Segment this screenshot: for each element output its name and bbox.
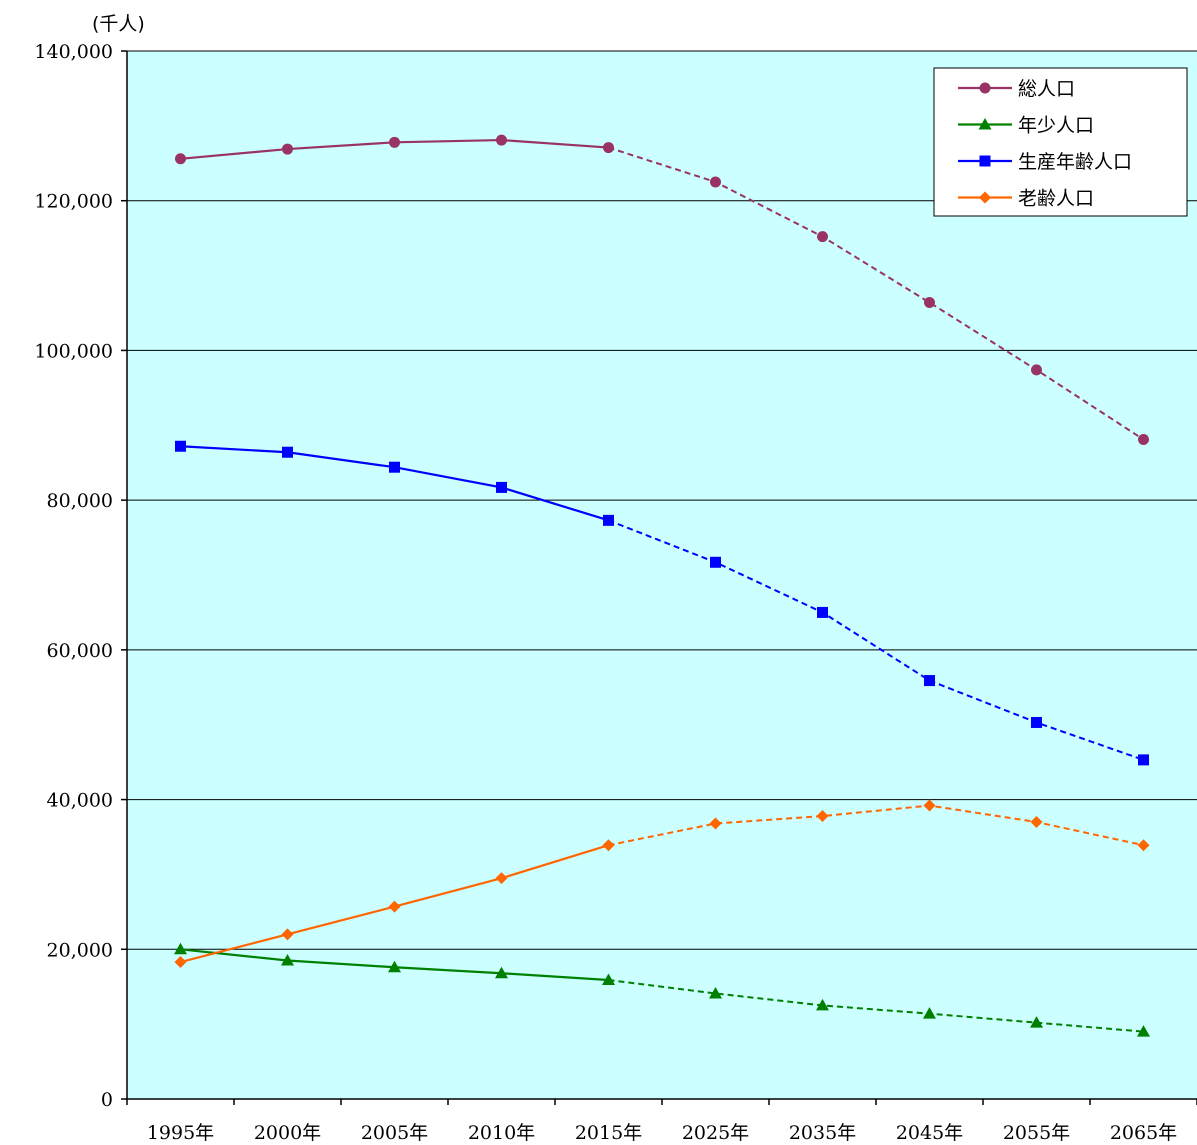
- data-point: [1031, 364, 1042, 376]
- data-point: [495, 872, 508, 885]
- data-point: [496, 134, 507, 146]
- data-point: [817, 231, 828, 243]
- y-tick-label: 40,000: [47, 790, 113, 812]
- y-tick-label: 140,000: [34, 41, 113, 63]
- plot-area: [127, 51, 1197, 1099]
- legend-marker: [979, 155, 991, 167]
- series-3: [175, 440, 1149, 766]
- y-tick-label: 0: [101, 1089, 113, 1111]
- data-point: [175, 153, 186, 165]
- legend-item: 老齢人口: [958, 188, 1094, 210]
- series-line-projected: [608, 146, 1145, 441]
- series-4: [174, 799, 1150, 969]
- series-line-projected: [608, 804, 1144, 847]
- x-tick-label: 2000年: [254, 1122, 321, 1144]
- y-tick-label: 60,000: [47, 640, 113, 662]
- x-tick-label: 2025年: [682, 1122, 749, 1144]
- data-point: [924, 675, 935, 687]
- series-1: [175, 134, 1149, 446]
- legend-marker: [979, 191, 991, 204]
- data-point: [1030, 1016, 1043, 1028]
- legend-item: 総人口: [958, 78, 1075, 100]
- data-point: [174, 942, 187, 955]
- data-point: [603, 514, 614, 526]
- data-point: [923, 799, 936, 812]
- data-point: [603, 142, 614, 154]
- y-tick-label: 100,000: [34, 340, 113, 362]
- data-point: [388, 960, 401, 973]
- data-point: [1138, 434, 1149, 446]
- x-tick-label: 2015年: [575, 1122, 642, 1144]
- legend-box: [933, 67, 1188, 217]
- data-point: [602, 973, 615, 985]
- data-point: [174, 956, 187, 969]
- data-point: [389, 461, 400, 473]
- data-point: [710, 176, 721, 188]
- data-point: [602, 839, 615, 852]
- data-point: [1137, 839, 1150, 852]
- data-point: [924, 297, 935, 309]
- x-tick-label: 2035年: [789, 1122, 856, 1144]
- y-axis-unit-label: (千人): [92, 13, 145, 35]
- data-point: [816, 998, 829, 1011]
- legend-label: 生産年齢人口: [1018, 151, 1132, 173]
- data-point: [388, 900, 401, 913]
- data-point: [923, 1007, 936, 1019]
- data-point: [282, 143, 293, 155]
- x-tick-label: 1995年: [147, 1122, 214, 1144]
- y-axis-ticks: 0 20,000 40,000 60,000 80,000 100,000 120,000 1…: [34, 41, 127, 1111]
- y-tick-label: 80,000: [47, 490, 113, 512]
- legend-label: 年少人口: [1018, 115, 1094, 137]
- data-point: [1137, 1025, 1150, 1037]
- y-tick-label: 20,000: [47, 939, 113, 961]
- data-point: [1030, 816, 1043, 829]
- data-point: [1031, 716, 1042, 728]
- x-tick-label: 2010年: [468, 1122, 535, 1144]
- x-tick-label: 2065年: [1110, 1122, 1177, 1144]
- data-point: [496, 481, 507, 493]
- x-tick-label: 2045年: [896, 1122, 963, 1144]
- data-point: [389, 136, 400, 148]
- x-tick-label: 2055年: [1003, 1122, 1070, 1144]
- data-point: [816, 810, 829, 823]
- x-tick-label: 2005年: [361, 1122, 428, 1144]
- series-group: [174, 134, 1150, 1037]
- series-2: [174, 942, 1150, 1037]
- data-point: [817, 606, 828, 618]
- data-point: [282, 446, 293, 458]
- legend-label: 総人口: [1018, 78, 1075, 100]
- legend-label: 老齢人口: [1018, 188, 1094, 210]
- data-point: [710, 556, 721, 568]
- series-line-projected: [608, 519, 1144, 761]
- legend-item: 年少人口: [958, 115, 1094, 137]
- data-point: [709, 986, 722, 999]
- legend-marker: [978, 118, 992, 130]
- data-point: [1138, 754, 1149, 766]
- data-point: [175, 440, 186, 452]
- legend-marker: [979, 82, 991, 94]
- data-point: [281, 954, 294, 966]
- x-axis-ticks: 1995年 2000年 2005年 2010年 2015年 2025年 2035年 2045年…: [126, 1099, 1197, 1144]
- data-point: [709, 817, 722, 830]
- y-tick-label: 120,000: [34, 191, 113, 213]
- legend-item: 生産年齢人口: [958, 151, 1132, 173]
- data-point: [281, 928, 294, 941]
- data-point: [495, 966, 508, 979]
